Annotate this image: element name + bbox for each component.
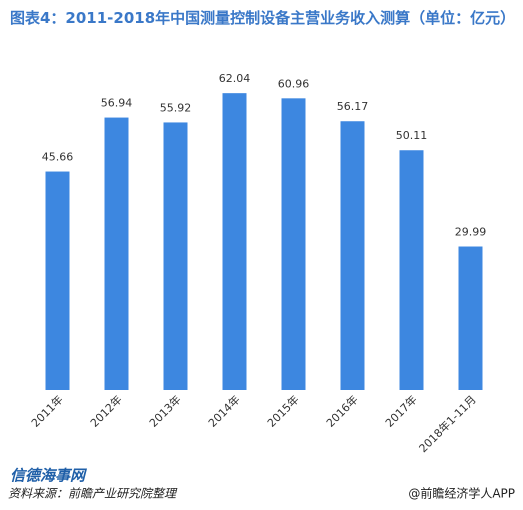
- data-label: 56.94: [101, 97, 133, 110]
- x-tick-label: 2012年: [87, 392, 124, 429]
- bar: [399, 150, 424, 390]
- chart-title: 图表4：2011-2018年中国测量控制设备主营业务收入测算（单位：亿元）: [10, 9, 516, 27]
- data-label: 50.11: [396, 129, 428, 142]
- bar: [45, 171, 70, 390]
- bar: [458, 246, 483, 390]
- x-tick-label: 2015年: [264, 392, 301, 429]
- bar: [340, 121, 365, 390]
- x-tick-label: 2018年1-11月: [416, 392, 479, 455]
- data-label: 29.99: [455, 226, 487, 239]
- x-tick-label: 2011年: [28, 392, 65, 429]
- source-note: 资料来源：前瞻产业研究院整理: [8, 487, 178, 501]
- data-label: 56.17: [337, 100, 369, 113]
- bar: [222, 93, 247, 390]
- x-tick-label: 2017年: [382, 392, 419, 429]
- bar: [163, 122, 188, 390]
- x-tick-label: 2016年: [323, 392, 360, 429]
- credit: @前瞻经济学人APP: [408, 486, 515, 501]
- logo: 信德海事网: [10, 467, 88, 485]
- data-label: 62.04: [219, 72, 251, 85]
- bar: [104, 117, 129, 391]
- x-tick-label: 2014年: [205, 392, 242, 429]
- data-label: 60.96: [278, 77, 310, 90]
- data-label: 55.92: [160, 101, 192, 114]
- data-label: 45.66: [42, 151, 74, 164]
- bar: [281, 98, 306, 391]
- x-tick-label: 2013年: [146, 392, 183, 429]
